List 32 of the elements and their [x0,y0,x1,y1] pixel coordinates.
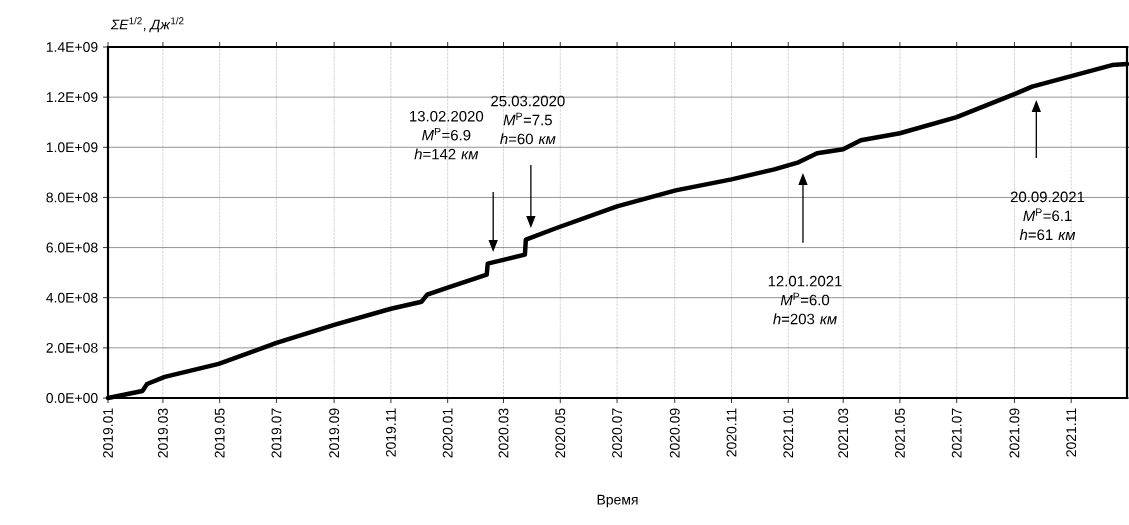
text: 25.03.2020 M$^{P}$=7.5 h=60 км [491,95,565,145]
y-tick-label: 6.0E+08 [46,242,98,253]
y-tick-label: 1.0E+09 [46,142,98,153]
x-tick-label: 2020.01 [442,408,453,458]
x-tick-label: 2021.05 [895,408,905,458]
x-axis-title: Время [597,494,638,508]
y-tick-label: 8.0E+08 [46,192,98,203]
y-axis-title: ΣE$^{1/2}$, Дж$^{1/2}$ [110,17,184,33]
x-tick-label: 2021.11 [1066,408,1077,457]
x-tick-label: 2021.03 [838,408,849,458]
x-tick-label: 2020.11 [726,408,737,457]
y-tick-label: 2.0E+08 [46,342,98,353]
text: 12.01.2021 M$^{P}$=6.0 h=203 км [768,275,842,325]
x-tick-label: 2019.07 [271,408,282,458]
x-tick-label: 2019.09 [329,408,340,458]
x-tick-label: 2019.05 [214,408,225,458]
y-tick-label: 1.2E+09 [46,92,98,103]
x-tick-label: 2019.11 [385,408,396,457]
y-tick-label: 1.4E+09 [46,42,98,52]
y-tick-label: 0.0E+00 [46,393,98,403]
x-tick-label: 2019.01 [103,408,113,458]
x-tick-label: 2020.05 [555,408,566,458]
text: 20.09.2021 M$^{P}$=6.1 h=61 км [1010,191,1085,241]
x-tick-label: 2020.07 [612,408,622,458]
x-tick-label: 2019.03 [157,408,168,458]
x-tick-label: 2021.07 [951,408,962,458]
x-tick-label: 2021.09 [1009,408,1020,458]
x-tick-label: 2021.01 [783,408,794,458]
text: 13.02.2020 M$^{P}$=6.9 h=142 км [410,110,484,160]
y-tick-label: 4.0E+08 [46,292,98,303]
x-tick-label: 2020.03 [498,408,509,458]
x-tick-label: 2020.09 [669,408,680,458]
